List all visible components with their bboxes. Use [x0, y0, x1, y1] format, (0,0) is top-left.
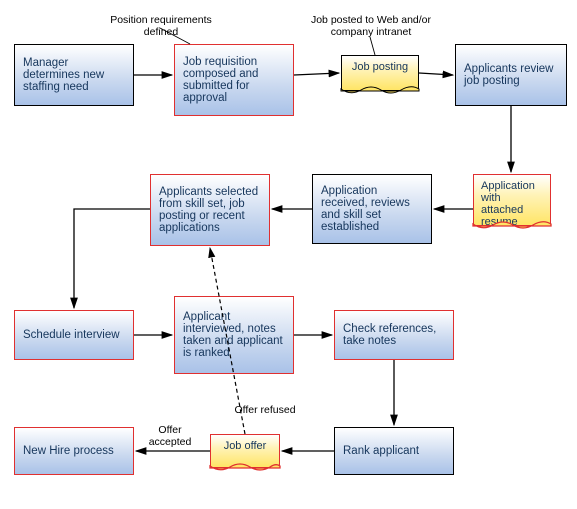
node-job-offer: Job offer — [210, 434, 280, 468]
node-rank-applicant: Rank applicant — [334, 427, 454, 475]
node-applicants-selected: Applicants selected from skill set, job … — [150, 174, 270, 246]
annot-job-posted: Job posted to Web and/or company intrane… — [296, 14, 446, 38]
annot-position-req: Position requirements defined — [96, 14, 226, 38]
node-manager-need: Manager determines new staffing need — [14, 44, 134, 106]
node-job-requisition: Job requisition composed and submitted f… — [174, 44, 294, 116]
node-job-posting: Job posting — [341, 55, 419, 91]
node-schedule-interview: Schedule interview — [14, 310, 134, 360]
node-new-hire: New Hire process — [14, 427, 134, 475]
node-check-references: Check references, take notes — [334, 310, 454, 360]
annot-offer-refused: Offer refused — [225, 404, 305, 416]
node-application-resume: Application with attached resume — [473, 174, 551, 226]
node-applicant-interviewed: Applicant interviewed, notes taken and a… — [174, 296, 294, 374]
annot-offer-accepted: Offer accepted — [140, 424, 200, 448]
node-application-received: Application received, reviews and skill … — [312, 174, 432, 244]
node-applicants-review: Applicants review job posting — [455, 44, 567, 106]
